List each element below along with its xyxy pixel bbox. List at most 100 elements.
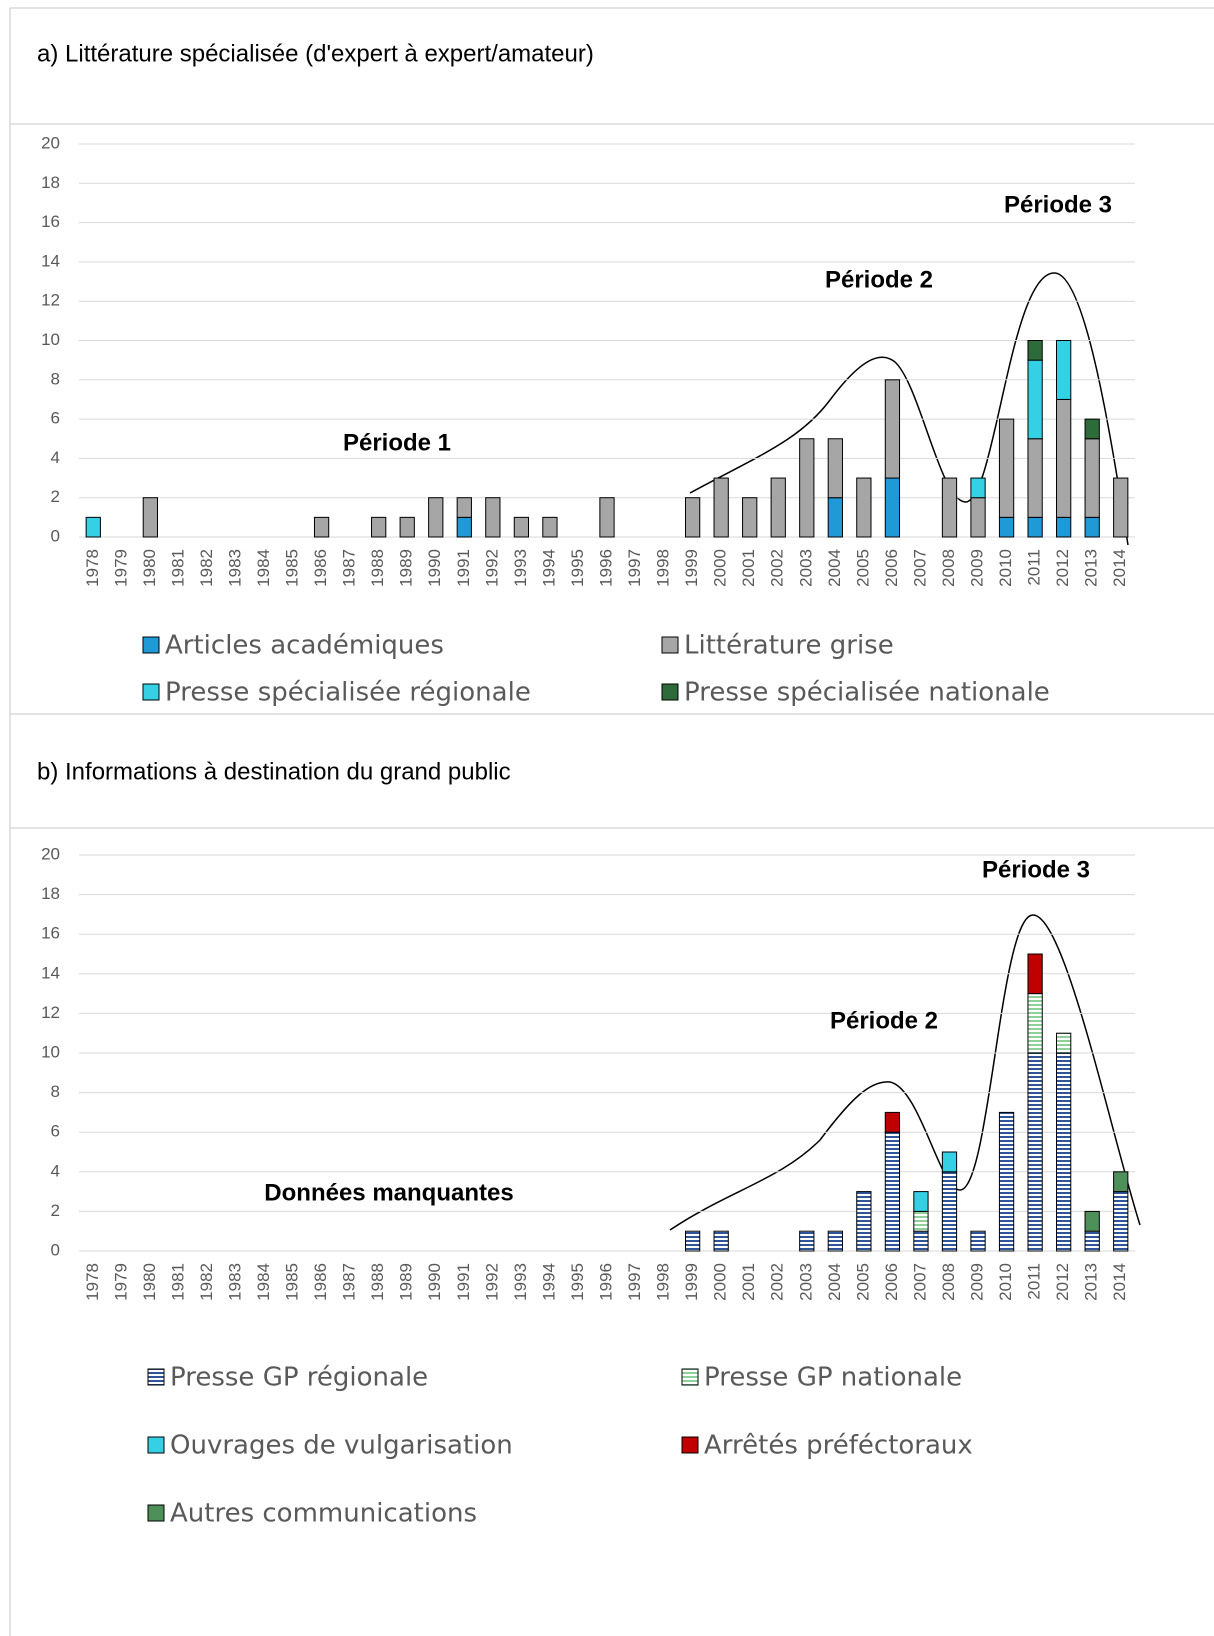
bar-segment	[1056, 1032, 1072, 1054]
bar-segment	[856, 477, 872, 538]
bar-segment	[513, 516, 530, 538]
chart-title: b) Informations à destination du grand p…	[37, 758, 511, 785]
bar-segment	[399, 516, 415, 538]
x-tick-label: 2014	[1110, 549, 1129, 587]
x-tick-label: 1981	[168, 549, 187, 587]
x-tick-label: 1980	[140, 1263, 159, 1301]
bar-segment	[970, 1230, 986, 1252]
x-tick-label: 1983	[225, 1263, 244, 1301]
x-tick-label: 1995	[568, 1263, 587, 1301]
x-tick-label: 1990	[425, 549, 444, 587]
bar-segment	[998, 516, 1015, 538]
legend-swatch	[681, 1368, 699, 1386]
bar-segment	[970, 477, 986, 499]
x-tick-label: 2013	[1082, 549, 1101, 587]
y-tick-label: 6	[51, 1122, 60, 1141]
bar-segment	[1027, 1052, 1043, 1252]
x-tick-label: 2011	[1025, 1263, 1044, 1300]
bar-segment	[1056, 1052, 1072, 1252]
annotation: Période 2	[825, 266, 933, 293]
bar-segment	[684, 497, 701, 538]
x-tick-label: 1985	[283, 1263, 302, 1301]
annotation: Période 3	[1004, 191, 1112, 218]
x-tick-label: 1980	[140, 549, 159, 587]
y-tick-label: 12	[41, 1003, 60, 1022]
bar-segment	[456, 497, 472, 518]
x-tick-label: 1987	[340, 549, 359, 587]
x-tick-label: 2000	[711, 549, 730, 587]
bar-segment	[1084, 1210, 1100, 1232]
x-tick-label: 2007	[910, 1263, 929, 1301]
legend-swatch	[147, 1436, 165, 1454]
bar-segment	[884, 379, 901, 479]
y-tick-label: 18	[41, 884, 60, 903]
legend-label: Ouvrages de vulgarisation	[170, 1431, 513, 1461]
bar-segment	[1027, 993, 1043, 1054]
annotation: Période 3	[982, 856, 1090, 883]
bar-segment	[856, 1191, 872, 1252]
legend-swatch	[661, 636, 679, 654]
trend-curve	[689, 272, 1129, 546]
bar-segment	[827, 438, 843, 499]
bar-segment	[456, 516, 472, 538]
x-tick-label: 1978	[83, 1263, 102, 1301]
x-tick-label: 2008	[939, 1263, 958, 1301]
x-tick-label: 2008	[939, 549, 958, 587]
trend-curve	[669, 914, 1141, 1231]
x-tick-label: 1994	[539, 549, 558, 587]
bar-segment	[742, 497, 758, 538]
bar-segment	[485, 497, 501, 538]
y-tick-label: 20	[41, 844, 60, 863]
x-tick-label: 2011	[1025, 549, 1044, 586]
x-tick-label: 1996	[596, 1263, 615, 1301]
bar-segment	[1027, 953, 1043, 995]
x-tick-label: 2001	[739, 1263, 758, 1301]
x-tick-label: 2003	[796, 549, 815, 587]
bar-segment	[884, 477, 901, 538]
x-tick-label: 1983	[225, 549, 244, 587]
x-tick-label: 1984	[254, 1263, 273, 1301]
x-tick-label: 1992	[482, 1263, 501, 1301]
x-tick-label: 1987	[340, 1263, 359, 1301]
bar-segment	[941, 1171, 958, 1252]
bar-segment	[998, 1111, 1015, 1252]
x-tick-label: 1995	[568, 549, 587, 587]
bar-segment	[1027, 359, 1043, 440]
y-tick-label: 8	[51, 369, 60, 388]
x-tick-label: 2009	[968, 1263, 987, 1301]
x-tick-label: 1993	[511, 1263, 530, 1301]
x-tick-label: 2002	[768, 1263, 787, 1301]
legend-label: Presse GP régionale	[170, 1363, 428, 1393]
bar-segment	[428, 497, 444, 538]
bar-segment	[313, 516, 330, 538]
y-tick-label: 16	[41, 212, 60, 231]
bar-segment	[1084, 516, 1100, 538]
y-tick-label: 4	[51, 448, 60, 467]
annotation: Période 1	[343, 429, 451, 456]
bar-segment	[1056, 340, 1072, 400]
x-tick-label: 2003	[796, 1263, 815, 1301]
bar-segment	[1084, 438, 1100, 518]
x-tick-label: 1996	[596, 549, 615, 587]
y-tick-label: 16	[41, 924, 60, 943]
bar-segment	[913, 1210, 929, 1232]
bar-segment	[827, 1230, 843, 1252]
x-tick-label: 1982	[197, 1263, 216, 1301]
bar-segment	[1113, 477, 1129, 538]
x-tick-label: 2006	[882, 1263, 901, 1301]
x-tick-label: 1999	[682, 549, 701, 587]
bar-segment	[970, 497, 986, 538]
x-tick-label: 1981	[168, 1263, 187, 1301]
x-tick-label: 1979	[111, 549, 130, 587]
legend-label: Presse spécialisée régionale	[165, 678, 531, 708]
legend-swatch	[681, 1436, 699, 1454]
x-tick-label: 2005	[853, 549, 872, 587]
y-tick-label: 12	[41, 291, 60, 310]
x-tick-label: 1999	[682, 1263, 701, 1301]
legend-label: Autres communications	[170, 1499, 477, 1529]
y-tick-label: 2	[51, 487, 60, 506]
bar-segment	[1056, 398, 1072, 518]
x-tick-label: 2001	[739, 549, 758, 587]
bar-segment	[998, 418, 1015, 518]
